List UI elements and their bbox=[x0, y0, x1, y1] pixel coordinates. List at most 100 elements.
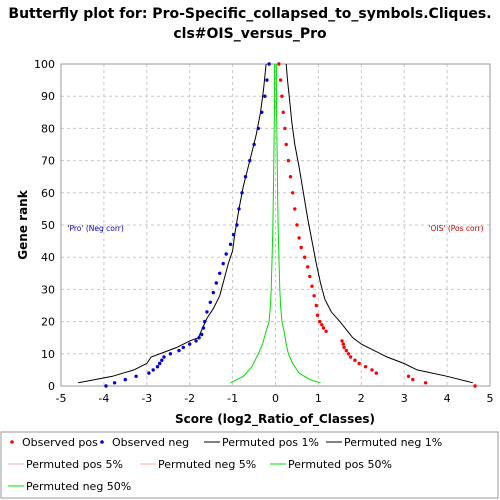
point-observed-pos bbox=[281, 110, 285, 115]
point-observed-pos bbox=[357, 361, 361, 366]
point-observed-neg bbox=[214, 281, 218, 285]
point-observed-pos bbox=[303, 255, 307, 259]
point-observed-neg bbox=[224, 252, 228, 256]
y-tick-label: 60 bbox=[41, 187, 55, 200]
point-observed-pos bbox=[473, 384, 477, 388]
point-observed-pos bbox=[315, 313, 320, 317]
x-tick-label: -2 bbox=[184, 392, 195, 405]
point-observed-pos bbox=[348, 355, 353, 359]
point-observed-pos bbox=[310, 284, 314, 288]
point-observed-pos bbox=[324, 329, 328, 333]
point-observed-pos bbox=[340, 339, 344, 343]
point-observed-pos bbox=[321, 326, 326, 330]
point-observed-pos bbox=[306, 265, 310, 269]
point-observed-pos bbox=[293, 207, 297, 211]
point-observed-neg bbox=[205, 310, 209, 314]
point-observed-pos bbox=[406, 374, 411, 378]
point-observed-pos bbox=[277, 62, 281, 66]
point-observed-neg bbox=[147, 371, 151, 375]
point-observed-neg bbox=[243, 175, 248, 179]
point-observed-neg bbox=[134, 374, 138, 378]
y-tick-label: 80 bbox=[41, 122, 55, 135]
point-observed-pos bbox=[341, 342, 345, 346]
y-tick-label: 70 bbox=[41, 155, 55, 168]
point-observed-pos bbox=[312, 294, 316, 298]
point-observed-pos bbox=[342, 345, 346, 350]
point-observed-pos bbox=[370, 368, 374, 372]
legend-label-permuted-pos-50pct: Permuted pos 50% bbox=[288, 458, 392, 471]
point-observed-pos bbox=[314, 303, 318, 308]
point-observed-neg bbox=[265, 78, 269, 82]
x-tick-label: 4 bbox=[444, 392, 451, 405]
point-observed-neg bbox=[252, 142, 256, 147]
point-observed-neg bbox=[162, 355, 166, 359]
point-observed-neg bbox=[256, 126, 260, 131]
point-observed-pos bbox=[346, 352, 351, 356]
series-line-permuted-pos-1pct bbox=[285, 63, 473, 384]
annotations: 'Pro' (Neg corr) 'OIS' (Pos corr) bbox=[67, 224, 483, 233]
x-tick-label: 1 bbox=[315, 392, 322, 405]
point-observed-neg bbox=[203, 319, 207, 324]
point-observed-neg bbox=[231, 233, 236, 237]
point-observed-neg bbox=[112, 381, 117, 385]
legend-label-permuted-neg-1pct: Permuted neg 1% bbox=[344, 436, 442, 449]
point-observed-neg bbox=[237, 207, 241, 211]
point-observed-neg bbox=[194, 339, 198, 343]
legend-marker-observed-pos bbox=[10, 440, 14, 444]
point-observed-pos bbox=[411, 377, 415, 382]
point-observed-neg bbox=[218, 271, 222, 275]
point-observed-neg bbox=[248, 158, 252, 163]
point-observed-pos bbox=[374, 371, 378, 375]
point-observed-neg bbox=[221, 261, 225, 266]
legend-label-permuted-neg-50pct: Permuted neg 50% bbox=[26, 480, 131, 493]
x-tick-label: 0 bbox=[272, 392, 279, 405]
point-observed-pos bbox=[299, 245, 303, 250]
point-observed-neg bbox=[263, 94, 267, 98]
x-tick-label: 3 bbox=[401, 392, 408, 405]
point-observed-neg bbox=[155, 365, 160, 369]
x-tick-label: -1 bbox=[227, 392, 238, 405]
point-observed-pos bbox=[291, 191, 295, 195]
point-observed-neg bbox=[188, 342, 192, 346]
point-observed-neg bbox=[177, 348, 181, 353]
point-observed-pos bbox=[353, 358, 357, 362]
point-observed-pos bbox=[280, 94, 284, 98]
x-tick-label: -5 bbox=[56, 392, 67, 405]
series-layer bbox=[78, 62, 477, 388]
chart-annotation: 'OIS' (Pos corr) bbox=[428, 224, 483, 233]
y-tick-label: 100 bbox=[34, 58, 55, 71]
y-tick-label: 40 bbox=[41, 251, 55, 264]
y-tick-label: 20 bbox=[41, 316, 55, 329]
point-observed-pos bbox=[308, 274, 312, 279]
legend: Observed pos Observed neg Permuted pos 1% P… bbox=[0, 431, 499, 499]
point-observed-pos bbox=[278, 78, 283, 82]
point-observed-neg bbox=[151, 368, 155, 372]
point-observed-neg bbox=[123, 377, 128, 382]
plot-area-frame bbox=[60, 63, 491, 387]
chart-title-line1: Butterfly plot for: Pro-Specific_collaps… bbox=[8, 6, 491, 22]
y-axis-label: Gene rank bbox=[16, 189, 30, 259]
legend-label-permuted-neg-5pct: Permuted neg 5% bbox=[158, 458, 256, 471]
point-observed-pos bbox=[283, 126, 287, 131]
point-observed-pos bbox=[286, 158, 291, 163]
legend-label-permuted-pos-5pct: Permuted pos 5% bbox=[26, 458, 123, 471]
point-observed-neg bbox=[160, 358, 164, 362]
legend-label-observed-neg: Observed neg bbox=[112, 436, 189, 449]
point-observed-neg bbox=[158, 361, 162, 366]
legend-label-permuted-pos-1pct: Permuted pos 1% bbox=[222, 436, 319, 449]
x-axis-label: Score (log2_Ratio_of_Classes) bbox=[175, 412, 375, 427]
series-line-permuted-pos-50pct bbox=[275, 64, 321, 384]
y-tick-label: 90 bbox=[41, 90, 55, 103]
x-tick-label: -3 bbox=[141, 392, 152, 405]
point-observed-neg bbox=[104, 384, 108, 388]
point-observed-neg bbox=[240, 191, 244, 195]
y-tick-label: 0 bbox=[48, 380, 55, 393]
point-observed-neg bbox=[267, 62, 271, 66]
series-line-permuted-neg-50pct bbox=[230, 64, 276, 384]
point-observed-neg bbox=[168, 352, 173, 356]
point-observed-neg bbox=[208, 300, 212, 304]
x-tick-label: 2 bbox=[358, 392, 365, 405]
